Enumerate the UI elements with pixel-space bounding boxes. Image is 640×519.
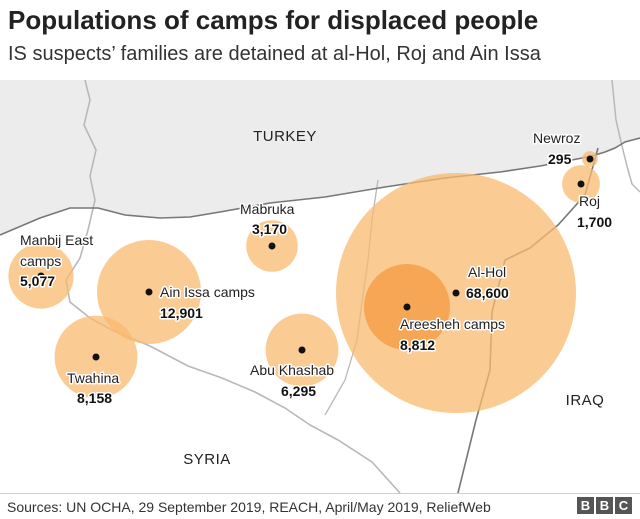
camp-markers: [37, 155, 594, 361]
label-areesheh: Areesheh camps: [400, 316, 505, 332]
label-newroz: Newroz: [533, 130, 580, 146]
camp-labels: Manbij East camps 5,077 Ain Issa camps 1…: [19, 129, 614, 408]
dot-ain-issa: [145, 288, 153, 296]
footer: Sources: UN OCHA, 29 September 2019, REA…: [0, 493, 640, 519]
country-label-syria: SYRIA: [183, 451, 231, 468]
value-twahina: 8,158: [77, 390, 112, 406]
dot-mabruka: [268, 242, 276, 250]
label-roj: Roj: [579, 193, 600, 209]
bbc-logo: B B C: [577, 497, 632, 514]
dot-al-hol: [452, 289, 460, 297]
map-title: Populations of camps for displaced peopl…: [8, 5, 539, 35]
value-abu-khashab: 6,295: [281, 383, 316, 399]
label-al-hol: Al-Hol: [468, 264, 506, 280]
value-al-hol: 68,600: [466, 285, 509, 301]
label-twahina: Twahina: [67, 370, 119, 386]
value-roj: 1,700: [577, 214, 612, 230]
dot-areesheh: [403, 303, 411, 311]
map-subtitle: IS suspects’ families are detained at al…: [8, 43, 541, 65]
country-label-turkey: TURKEY: [253, 128, 317, 145]
tigris-river: [611, 80, 640, 193]
value-newroz: 295: [548, 151, 572, 167]
label-abu-khashab: Abu Khashab: [250, 362, 334, 378]
dot-roj: [577, 180, 585, 188]
dot-abu-khashab: [298, 346, 306, 354]
label-mabruka: Mabruka: [240, 201, 295, 217]
source-credit: Sources: UN OCHA, 29 September 2019, REA…: [7, 499, 491, 515]
label-manbij-east-line1: Manbij East: [20, 232, 93, 248]
bbc-logo-block: B: [577, 497, 594, 514]
value-ain-issa: 12,901: [160, 305, 203, 321]
displacement-map: TURKEY SYRIA IRAQ Manbij East camps 5,07…: [0, 80, 640, 493]
value-manbij-east: 5,077: [20, 273, 55, 289]
value-mabruka: 3,170: [252, 221, 287, 237]
dot-twahina: [92, 353, 100, 361]
dot-manbij-east: [37, 272, 45, 280]
value-areesheh: 8,812: [400, 337, 435, 353]
label-ain-issa: Ain Issa camps: [160, 284, 255, 300]
bbc-logo-block: C: [615, 497, 632, 514]
dot-newroz: [586, 155, 594, 163]
label-manbij-east-line2: camps: [20, 253, 61, 269]
bbc-logo-block: B: [596, 497, 613, 514]
turkey-border: [0, 137, 640, 236]
country-label-iraq: IRAQ: [566, 392, 605, 409]
